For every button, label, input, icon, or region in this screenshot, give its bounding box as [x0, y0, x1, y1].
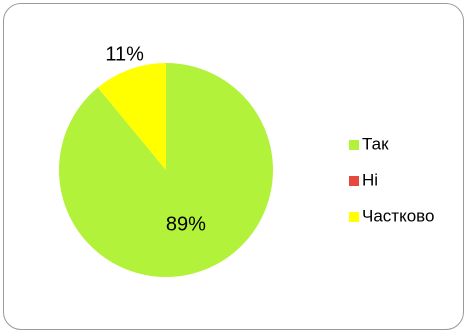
- pie-slice-1: [58, 63, 274, 277]
- legend-swatch-1: [349, 140, 359, 150]
- legend-swatch-2: [349, 176, 359, 186]
- legend: Так Ні Частково: [349, 134, 434, 225]
- legend-label-2: Ні: [362, 170, 378, 189]
- pie-slice-3: [97, 63, 166, 170]
- legend-label-1: Так: [362, 134, 389, 153]
- legend-swatch-3: [349, 212, 359, 222]
- slice-labels: 89% 11%: [105, 44, 206, 236]
- slice-label-1: 89%: [166, 214, 206, 236]
- slice-label-3: 11%: [105, 44, 144, 66]
- legend-label-3: Частково: [362, 206, 434, 225]
- pie-slices: [58, 63, 274, 277]
